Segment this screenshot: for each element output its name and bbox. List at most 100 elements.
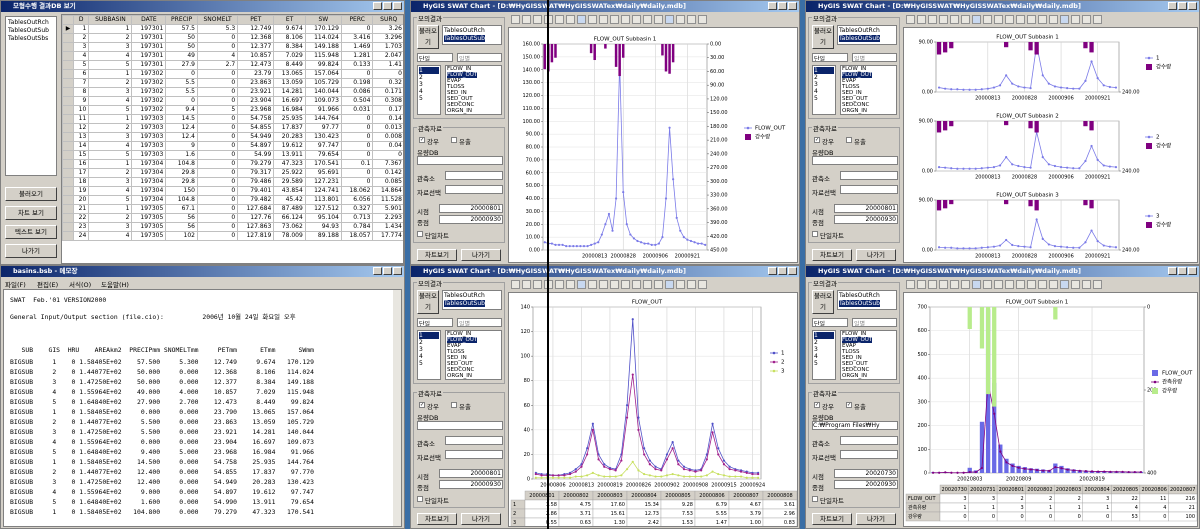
table-row[interactable]: 14 4 197303 9 0 54.897 19.612 97.747 0 0.04 <box>62 141 403 151</box>
checkbox[interactable] <box>451 137 457 143</box>
toolbar-icon[interactable] <box>687 280 696 289</box>
subbasin-item[interactable]: 1 <box>814 332 834 339</box>
toolbar-icon[interactable] <box>522 280 531 289</box>
table-item[interactable]: TablesOutSbs <box>8 35 49 42</box>
mode-select[interactable]: 단일 <box>417 318 453 327</box>
table-row[interactable]: ▶ 1 1 197301 57.5 5.3 12.749 9.674 170.129 0 3.26 <box>62 24 403 34</box>
variable-item[interactable]: SED_OUT <box>447 96 473 102</box>
toolbar-icon[interactable] <box>1016 15 1025 24</box>
unit-select[interactable]: 일별 <box>457 318 502 327</box>
load-button[interactable]: 불러오기 <box>812 25 834 49</box>
toolbar-icon[interactable] <box>610 15 619 24</box>
start-field[interactable]: 20020730 <box>834 469 898 478</box>
window-control[interactable] <box>1168 267 1177 275</box>
table-row[interactable]: 24 4 197305 102 0 127.819 78.009 89.188 18.057 17… <box>62 231 403 241</box>
toolbar-icon[interactable] <box>961 15 970 24</box>
table-row[interactable]: 12 2 197303 12.4 0 54.855 17.837 97.77 0 0.013 <box>62 123 403 133</box>
unit-select[interactable]: 일별 <box>457 53 502 62</box>
variable-item[interactable]: ORGN_IN <box>447 108 473 114</box>
window-control[interactable] <box>778 2 787 10</box>
variable-item[interactable]: FLOW_OUT <box>842 72 873 78</box>
table-row[interactable]: 16 1 197304 104.8 0 79.279 47.323 170.541 0.1 7.3… <box>62 159 403 169</box>
toolbar-icon[interactable] <box>577 15 586 24</box>
checkbox-label[interactable]: 단일차트 <box>425 497 449 505</box>
checkbox-label[interactable]: 단일차트 <box>820 232 844 240</box>
table-item[interactable]: TablesOutSub <box>444 300 485 307</box>
window-control[interactable] <box>1168 2 1177 10</box>
checkbox-label[interactable]: 강우 <box>822 138 834 146</box>
toolbar-icon[interactable] <box>917 280 926 289</box>
column-header[interactable]: DATE <box>131 15 167 25</box>
variable-item[interactable]: SED_IN <box>447 90 467 96</box>
window-control[interactable] <box>393 2 402 10</box>
window-control[interactable] <box>788 267 797 275</box>
table-row[interactable]: 7 2 197302 5.5 0 23.863 13.059 105.729 0.198 0.32 <box>62 78 403 88</box>
variable-item[interactable]: FLOW_OUT <box>447 337 478 343</box>
variable-item[interactable]: FLOW_IN <box>842 331 867 337</box>
column-header[interactable]: D <box>72 15 90 25</box>
button[interactable]: 차트보기 <box>812 513 852 525</box>
column-header[interactable]: ET <box>273 15 306 25</box>
window-control[interactable] <box>1178 2 1187 10</box>
toolbar-icon[interactable] <box>1016 280 1025 289</box>
variable-item[interactable]: TLOSS <box>842 349 860 355</box>
table-row[interactable]: 4 4 197301 49 4 10.857 7.029 115.948 1.281 2.047 <box>62 51 403 61</box>
toolbar-icon[interactable] <box>522 15 531 24</box>
unit-select[interactable]: 일별 <box>852 53 897 62</box>
toolbar-icon[interactable] <box>654 15 663 24</box>
subbasin-item[interactable]: 5 <box>419 360 423 367</box>
start-field[interactable]: 20000801 <box>834 204 898 213</box>
window-control[interactable] <box>1188 267 1197 275</box>
toolbar-icon[interactable] <box>1071 280 1080 289</box>
subbasin-item[interactable]: 1 <box>419 332 439 339</box>
table-row[interactable]: 5 5 197301 27.9 2.7 12.473 8.449 99.824 0.133 1.4… <box>62 60 403 70</box>
start-field[interactable]: 20000801 <box>439 469 503 478</box>
mode-select[interactable]: 단일 <box>812 318 848 327</box>
variable-item[interactable]: SED_OUT <box>842 96 868 102</box>
table-row[interactable]: 20 5 197304 104.8 0 79.482 45.42 113.801 6.056 11… <box>62 195 403 205</box>
variable-item[interactable]: FLOW_IN <box>447 331 472 337</box>
checkbox[interactable]: ✓ <box>814 137 820 143</box>
column-header[interactable]: PET <box>237 15 275 25</box>
mode-select[interactable]: 단일 <box>417 53 453 62</box>
toolbar-icon[interactable] <box>950 15 959 24</box>
toolbar-icon[interactable] <box>928 280 937 289</box>
toolbar-icon[interactable] <box>928 15 937 24</box>
toolbar-icon[interactable] <box>577 280 586 289</box>
subbasin-item[interactable]: 3 <box>419 346 423 353</box>
unit-select[interactable]: 일별 <box>852 318 897 327</box>
select-field[interactable] <box>840 450 898 459</box>
toolbar-icon[interactable] <box>676 280 685 289</box>
button[interactable]: 차트보기 <box>812 249 852 261</box>
table-item[interactable]: TablesOutRch <box>8 19 49 26</box>
toolbar-icon[interactable] <box>555 280 564 289</box>
toolbar-icon[interactable] <box>533 15 542 24</box>
window-control[interactable] <box>768 267 777 275</box>
table-row[interactable]: 22 2 197305 56 0 127.76 66.124 95.104 0.713 2.293 <box>62 213 403 223</box>
toolbar-icon[interactable] <box>1060 280 1069 289</box>
toolbar-icon[interactable] <box>1082 15 1091 24</box>
toolbar-icon[interactable] <box>994 280 1003 289</box>
menu-item[interactable]: 도움말(H) <box>101 281 129 289</box>
toolbar-icon[interactable] <box>983 280 992 289</box>
toolbar-icon[interactable] <box>1027 15 1036 24</box>
table-row[interactable]: 8 3 197302 5.5 0 23.921 14.281 140.044 0.086 0.17… <box>62 87 403 97</box>
variable-item[interactable]: SEDCONC <box>447 367 475 373</box>
table-item[interactable]: TablesOutRch <box>839 27 880 34</box>
window-control[interactable] <box>383 2 392 10</box>
station-field[interactable] <box>840 436 898 445</box>
checkbox[interactable]: ✓ <box>846 402 852 408</box>
checkbox[interactable] <box>417 496 423 502</box>
subbasin-item[interactable]: 4 <box>419 353 423 360</box>
load-button[interactable]: 불러오기 <box>417 290 439 314</box>
variable-item[interactable]: SED_IN <box>842 90 862 96</box>
table-item[interactable]: TablesOutSub <box>444 35 485 42</box>
toolbar-icon[interactable] <box>621 280 630 289</box>
select-field[interactable] <box>840 185 898 194</box>
start-field[interactable]: 20000801 <box>439 204 503 213</box>
variable-item[interactable]: SED_OUT <box>447 361 473 367</box>
variable-item[interactable]: EVAP <box>447 78 461 84</box>
variable-item[interactable]: ORGN_IN <box>842 373 868 379</box>
subbasin-item[interactable]: 2 <box>419 339 423 346</box>
end-field[interactable]: 20000930 <box>439 480 503 489</box>
